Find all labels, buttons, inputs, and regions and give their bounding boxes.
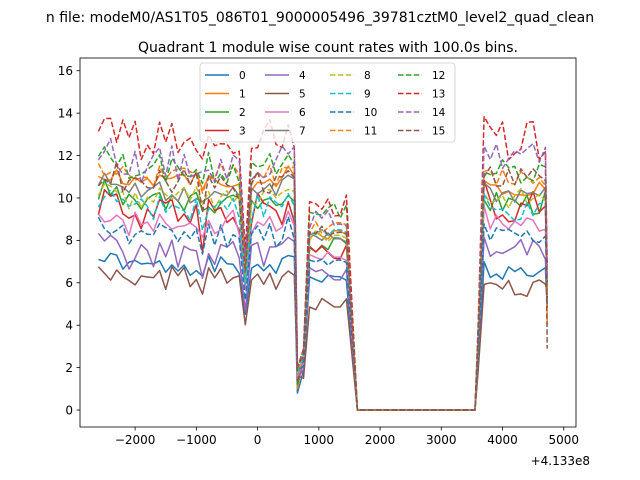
x-tick-label: −2000 [115,433,156,447]
legend-label-7: 7 [299,125,306,137]
legend-label-11: 11 [364,125,377,137]
x-tick-label: −1000 [176,433,217,447]
legend-label-13: 13 [432,88,445,100]
legend-label-9: 9 [364,88,371,100]
series-line-15 [97,161,548,411]
series-line-0 [98,252,548,411]
legend-label-4: 4 [299,70,306,82]
y-tick-label: 14 [58,106,73,120]
series-line-7 [97,172,548,411]
y-tick-label: 4 [65,319,73,333]
series-line-14 [97,137,548,411]
series-line-5 [97,266,548,411]
legend-label-8: 8 [364,70,371,82]
x-tick-label: 2000 [365,433,396,447]
legend-label-5: 5 [299,88,306,100]
x-tick-label: 1000 [304,433,335,447]
axes-frame [79,57,577,428]
legend-label-1: 1 [239,88,246,100]
x-tick-label: 5000 [548,433,579,447]
series-line-9 [97,189,548,411]
y-tick-label: 16 [58,64,73,78]
legend-label-10: 10 [364,107,377,119]
series-line-10 [97,215,548,411]
y-tick-label: 12 [58,149,73,163]
figure-suptitle: n file: modeM0/AS1T05_086T01_9000005496_… [46,10,594,26]
x-tick-label: 0 [254,433,262,447]
series-line-4 [97,232,548,411]
series-lines [97,115,548,411]
legend-label-6: 6 [299,107,306,119]
legend-label-0: 0 [239,70,246,82]
y-tick-label: 8 [65,234,73,248]
series-line-8 [97,183,548,411]
legend-label-15: 15 [432,125,445,137]
axes: −2000 −1000 0 1000 2000 3000 4000 5000024681012… [58,57,579,447]
legend-label-12: 12 [432,70,445,82]
legend-box [199,62,456,143]
chart-title: Quadrant 1 module wise count rates with … [138,40,518,56]
series-line-12 [97,146,548,411]
series-line-6 [97,205,548,411]
y-tick-label: 6 [65,276,73,290]
legend-label-3: 3 [239,125,246,137]
series-line-1 [98,165,548,411]
y-tick-label: 2 [65,361,73,375]
x-axis-offset-label: +4.133e8 [531,454,590,468]
legend-label-14: 14 [432,107,446,119]
y-tick-label: 0 [65,403,73,417]
legend-label-2: 2 [239,107,246,119]
x-tick-label: 4000 [487,433,518,447]
y-tick-label: 10 [58,191,73,205]
x-tick-label: 3000 [426,433,457,447]
